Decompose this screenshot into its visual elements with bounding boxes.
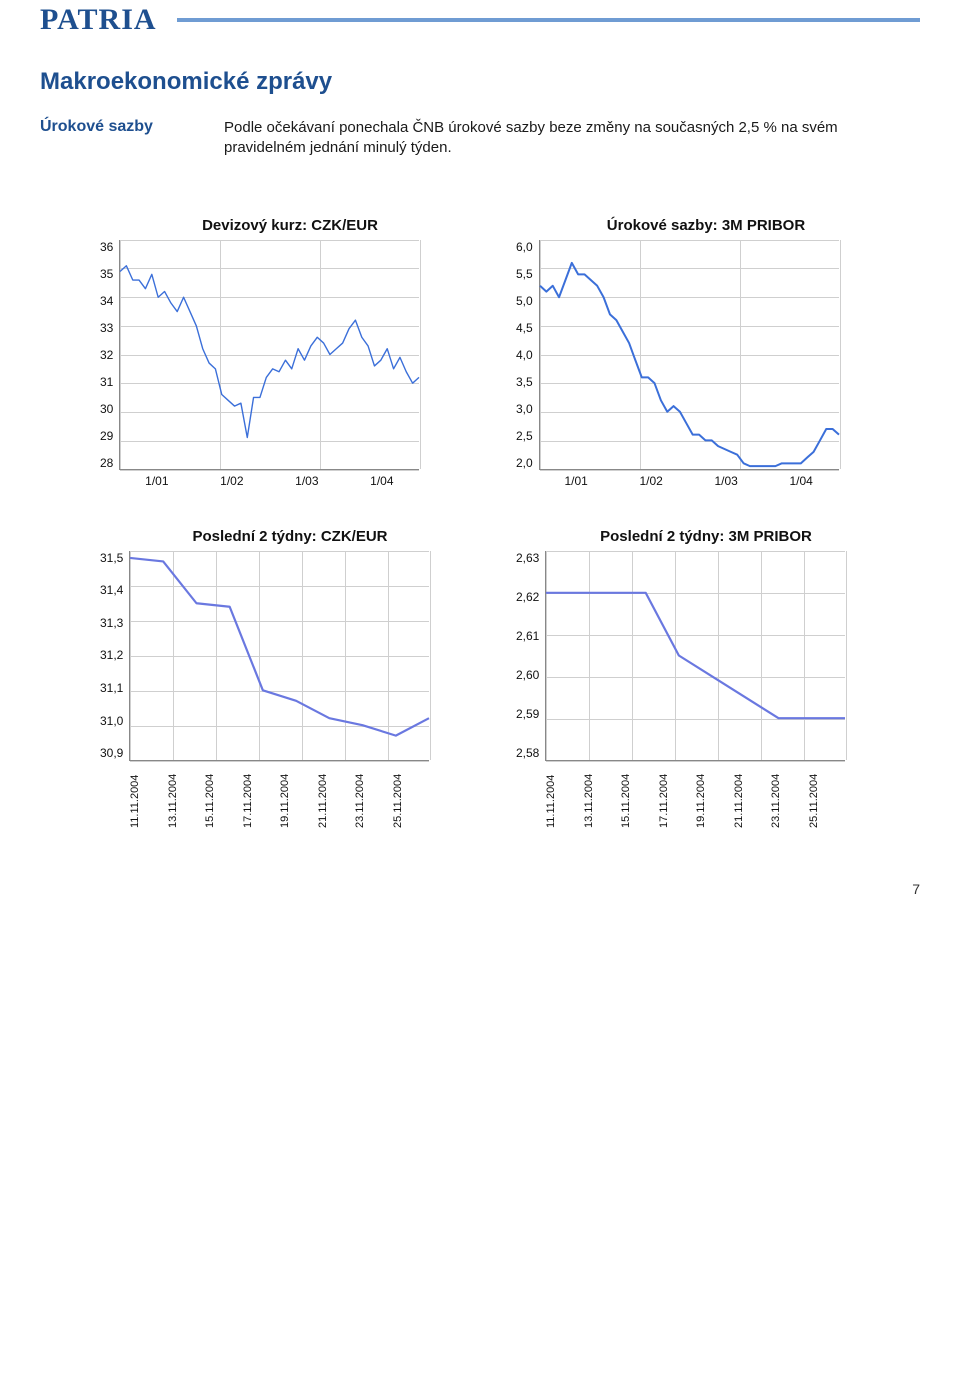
plot-area (129, 551, 429, 761)
chart-title: Devizový kurz: CZK/EUR (100, 217, 480, 234)
page-title: Makroekonomické zprávy (40, 68, 920, 96)
section-heading: Úrokové sazby (40, 118, 180, 159)
y-axis-labels: 2,632,622,612,602,592,58 (516, 551, 545, 761)
y-axis-labels: 31,531,431,331,231,131,030,9 (100, 551, 129, 761)
y-axis-labels: 363534333231302928 (100, 240, 119, 470)
logo: PATRIA (40, 3, 157, 37)
series-line (540, 262, 839, 465)
chart-row-2: Poslední 2 týdny: CZK/EUR 31,531,431,331,… (40, 528, 920, 837)
intro-row: Úrokové sazby Podle očekávaní ponechala … (40, 118, 920, 159)
header-rule (177, 18, 920, 22)
page-number: 7 (912, 881, 920, 897)
x-axis-labels: 1/011/021/031/04 (119, 474, 419, 488)
chart-3m-pribor: Úrokové sazby: 3M PRIBOR 6,05,55,04,54,03… (516, 217, 896, 488)
chart-row-1: Devizový kurz: CZK/EUR 363534333231302928… (40, 217, 920, 488)
x-axis-labels: 11.11.200413.11.200415.11.200417.11.2004… (129, 767, 429, 837)
chart-3m-pribor-2w: Poslední 2 týdny: 3M PRIBOR 2,632,622,612… (516, 528, 896, 837)
body-text: Podle očekávaní ponechala ČNB úrokové sa… (224, 118, 920, 159)
x-axis-labels: 11.11.200413.11.200415.11.200417.11.2004… (545, 767, 845, 837)
series-line (130, 557, 429, 735)
header: PATRIA (40, 0, 920, 40)
plot-area (545, 551, 845, 761)
plot-area (119, 240, 419, 470)
x-axis-labels: 1/011/021/031/04 (539, 474, 839, 488)
chart-title: Poslední 2 týdny: 3M PRIBOR (516, 528, 896, 545)
series-line (120, 265, 419, 437)
chart-czk-eur: Devizový kurz: CZK/EUR 363534333231302928… (100, 217, 480, 488)
chart-title: Úrokové sazby: 3M PRIBOR (516, 217, 896, 234)
chart-title: Poslední 2 týdny: CZK/EUR (100, 528, 480, 545)
chart-czk-eur-2w: Poslední 2 týdny: CZK/EUR 31,531,431,331,… (100, 528, 480, 837)
plot-area (539, 240, 839, 470)
series-line (546, 592, 845, 717)
y-axis-labels: 6,05,55,04,54,03,53,02,52,0 (516, 240, 539, 470)
